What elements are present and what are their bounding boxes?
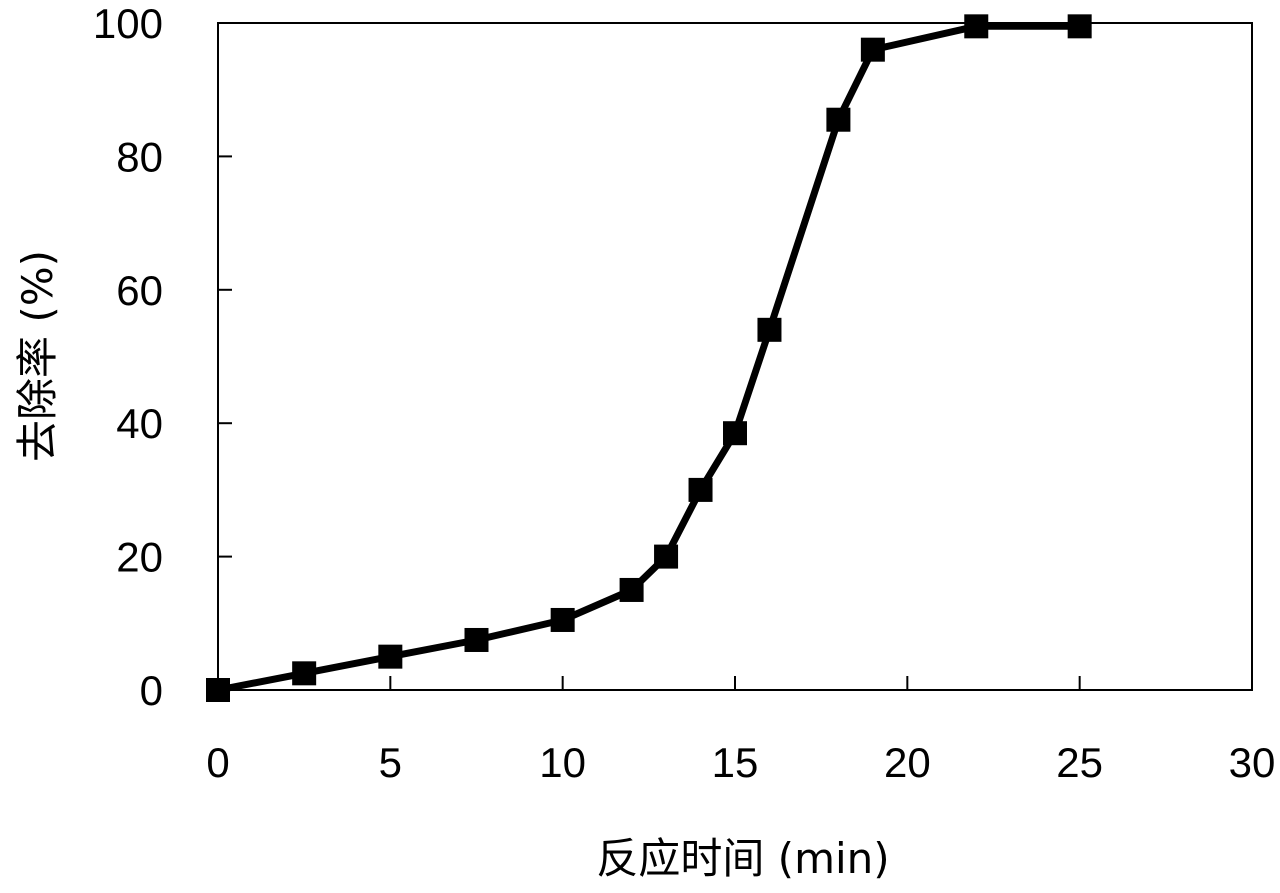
x-tick-label: 15: [712, 739, 759, 786]
x-tick-label: 0: [206, 739, 229, 786]
data-point-marker: [654, 544, 679, 569]
y-tick-label: 60: [116, 267, 163, 314]
data-point-marker: [206, 678, 230, 702]
x-axis-title: 反应时间 (min): [596, 834, 889, 883]
data-point-marker: [860, 37, 885, 62]
y-axis-title: 去除率 (%): [13, 250, 62, 462]
y-tick-label: 80: [116, 133, 163, 180]
x-tick-label: 10: [539, 739, 586, 786]
x-tick-label: 30: [1229, 739, 1276, 786]
data-point-marker: [464, 627, 489, 652]
data-point-marker: [550, 607, 575, 632]
series-layer: [206, 14, 1092, 702]
data-point-marker: [826, 107, 851, 132]
data-point-marker: [619, 577, 644, 602]
x-tick-label: 25: [1056, 739, 1103, 786]
x-tick-label: 20: [884, 739, 931, 786]
x-axis: 0 5 10 15 20 25 30: [206, 676, 1275, 786]
y-tick-label: 0: [140, 667, 163, 714]
data-point-marker: [378, 644, 403, 669]
x-tick-label: 5: [379, 739, 402, 786]
data-point-marker: [292, 661, 317, 686]
data-point-marker: [964, 14, 989, 39]
y-tick-label: 100: [93, 0, 163, 47]
series-line: [217, 22, 1080, 694]
data-point-marker: [688, 477, 713, 502]
plot-frame: [217, 22, 1253, 691]
y-axis: 0 20 40 60 80 100: [93, 0, 232, 714]
y-tick-label: 40: [116, 400, 163, 447]
y-tick-label: 20: [116, 534, 163, 581]
data-point-marker: [1067, 14, 1092, 39]
data-point-marker: [723, 421, 747, 446]
data-point-marker: [757, 317, 782, 342]
